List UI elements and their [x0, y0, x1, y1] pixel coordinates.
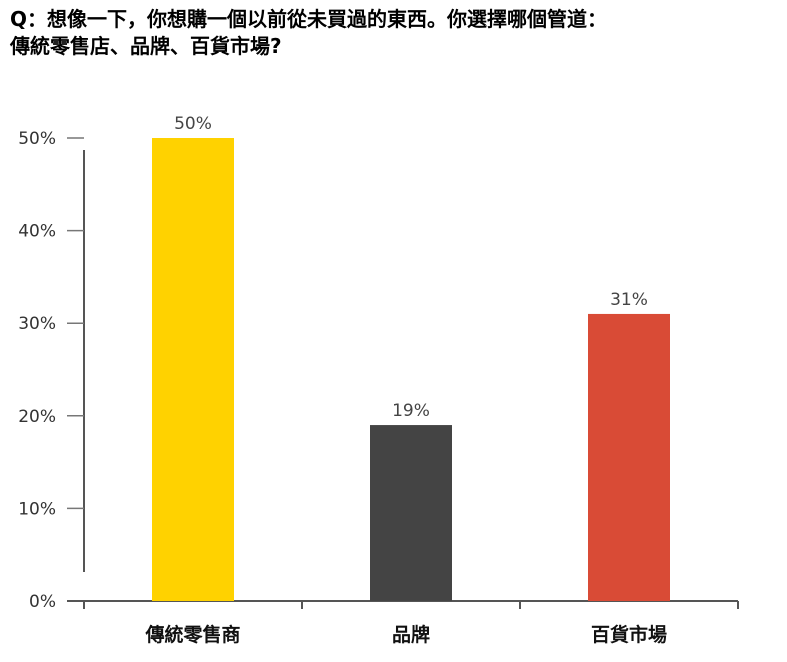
y-tick-label: 0% — [29, 592, 56, 612]
category-label: 傳統零售商 — [144, 623, 240, 646]
y-axis: 0% 10% 20% 30% 40% 50% — [18, 129, 85, 612]
question-line-1: Q：想像一下，你想購一個以前從未買過的東西。你選擇哪個管道： — [10, 7, 608, 31]
data-labels: 50% 19% 31% — [174, 114, 648, 421]
bar — [152, 138, 234, 601]
y-tick-label: 20% — [18, 407, 56, 427]
x-axis: 傳統零售商 品牌 百貨市場 — [67, 600, 739, 646]
bars — [152, 138, 670, 601]
category-label: 百貨市場 — [591, 623, 667, 646]
data-label: 19% — [392, 401, 430, 421]
data-label: 31% — [610, 290, 648, 310]
question-line-2: 傳統零售店、品牌、百貨市場? — [10, 34, 282, 58]
y-tick-label: 30% — [18, 314, 56, 334]
category-label: 品牌 — [392, 623, 430, 646]
bar — [588, 313, 670, 601]
bar — [370, 425, 452, 601]
y-tick-label: 50% — [18, 129, 56, 149]
y-tick-label: 10% — [18, 499, 56, 519]
y-tick-label: 40% — [18, 222, 56, 242]
question-title: Q：想像一下，你想購一個以前從未買過的東西。你選擇哪個管道： 傳統零售店、品牌、… — [10, 6, 780, 60]
data-label: 50% — [174, 114, 212, 134]
